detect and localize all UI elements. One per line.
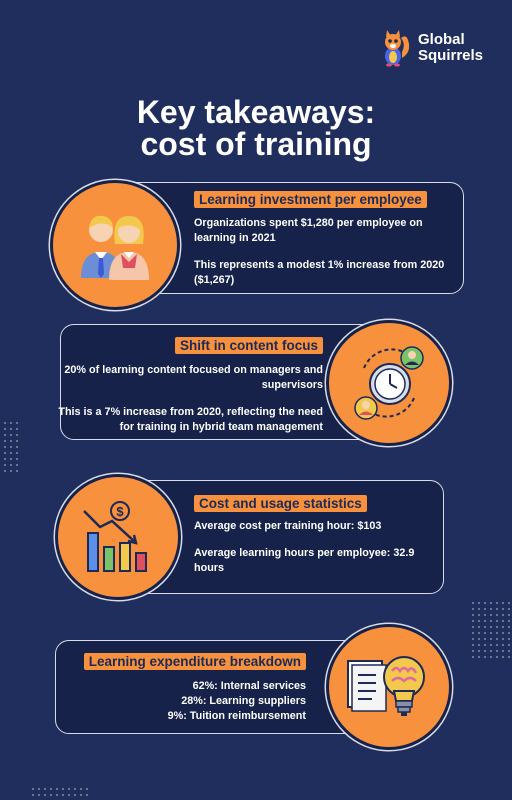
icon-circle: [326, 624, 452, 750]
card-text-secondary: Average learning hours per employee: 32.…: [194, 547, 415, 574]
employees-icon: [81, 215, 149, 280]
logo-text-line2: Squirrels: [418, 47, 484, 64]
icon-circle: [50, 180, 180, 310]
breakdown-line: 28%: Learning suppliers: [181, 695, 306, 707]
dot-pattern-right: [470, 600, 510, 660]
cost-chart-icon: $: [83, 501, 147, 572]
card-text-primary: 20% of learning content focused on manag…: [64, 364, 323, 391]
card-heading: Learning expenditure breakdown: [83, 653, 306, 670]
page-title: Key takeaways: cost of training: [0, 96, 512, 160]
card-heading: Shift in content focus: [175, 337, 323, 354]
svg-text:$: $: [116, 504, 124, 519]
dot-pattern-bottom: [30, 786, 90, 798]
breakdown-line: 62%: Internal services: [192, 680, 306, 692]
card-text-secondary: This is a 7% increase from 2020, reflect…: [58, 406, 323, 433]
card-text-primary: Average cost per training hour: $103: [194, 520, 382, 532]
card-heading: Cost and usage statistics: [194, 495, 367, 512]
brain-lightbulb-icon: [347, 656, 425, 716]
icon-circle: [326, 320, 452, 446]
card-text-primary: Organizations spent $1,280 per employee …: [194, 217, 423, 244]
card-heading: Learning investment per employee: [194, 191, 427, 208]
breakdown-line: 9%: Tuition reimbursement: [167, 710, 306, 722]
logo-text-line1: Global: [418, 31, 465, 48]
page-title-line2: cost of training: [140, 126, 372, 162]
card-expenditure-breakdown: Learning expenditure breakdown 62%: Inte…: [55, 640, 415, 734]
icon-circle: $: [55, 474, 181, 600]
card-text-secondary: This represents a modest 1% increase fro…: [194, 259, 445, 286]
squirrel-mascot-icon: [385, 30, 410, 67]
page-title-line1: Key takeaways:: [136, 94, 376, 130]
brand-logo[interactable]: Global Squirrels: [380, 28, 483, 68]
dot-pattern-left: [2, 420, 22, 474]
clock-people-icon: [354, 346, 424, 420]
